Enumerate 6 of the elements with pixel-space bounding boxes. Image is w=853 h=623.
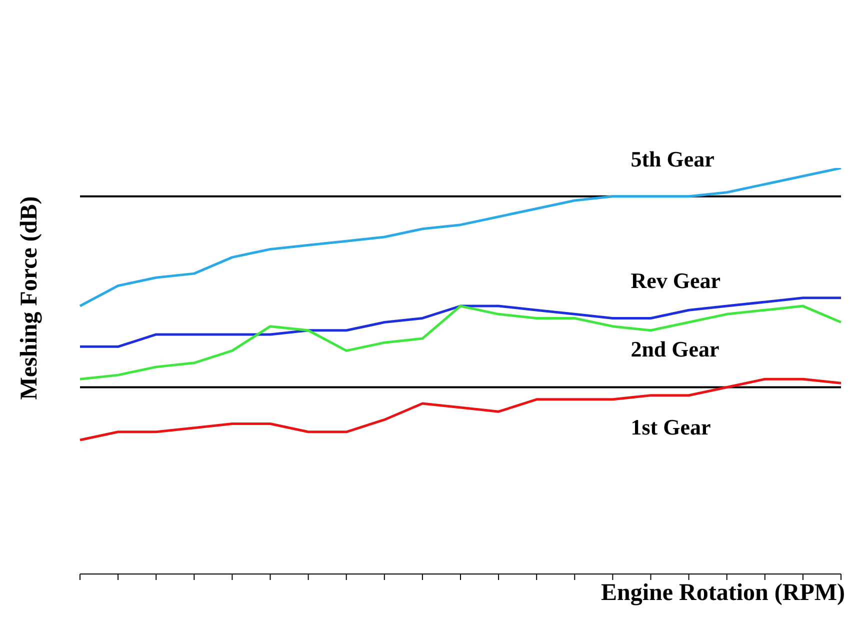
- x-axis-title: Engine Rotation (RPM): [601, 580, 845, 607]
- series-label: 5th Gear: [630, 146, 715, 172]
- series-label: 1st Gear: [630, 414, 711, 440]
- series-label: Rev Gear: [630, 268, 721, 294]
- series-label: 2nd Gear: [630, 336, 720, 362]
- y-axis-title: Meshing Force (dB): [16, 196, 44, 400]
